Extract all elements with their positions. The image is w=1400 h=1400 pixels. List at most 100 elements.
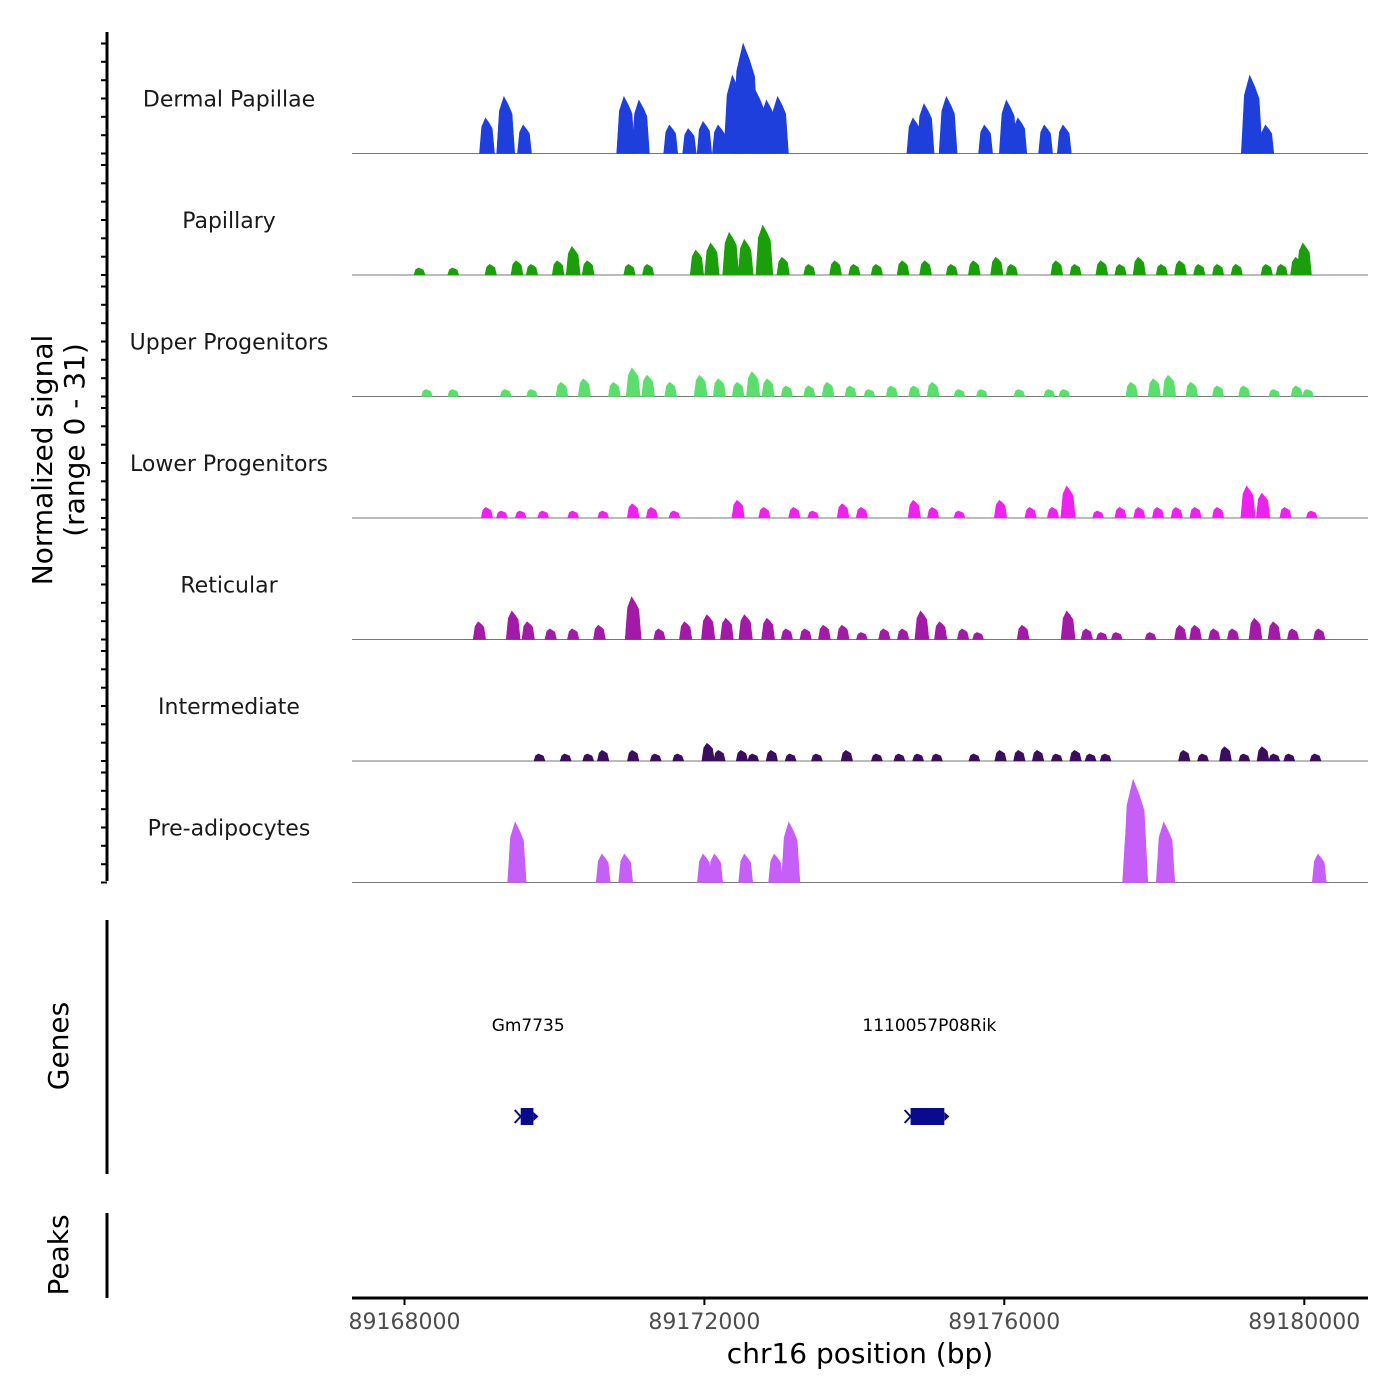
track-label: Dermal Papillae	[143, 88, 315, 113]
signal-peak	[480, 507, 494, 519]
signal-peak	[770, 95, 789, 154]
signal-peak	[1155, 264, 1168, 276]
signal-peak	[1060, 485, 1076, 519]
signal-peak	[1238, 753, 1251, 762]
track-dermal-papillae: Dermal Papillae	[143, 42, 1368, 154]
signal-peak	[682, 128, 697, 154]
signal-peak	[784, 753, 797, 762]
signal-peak	[953, 510, 966, 519]
x-tick-label: 89168000	[349, 1310, 461, 1335]
signal-peak	[1230, 264, 1243, 276]
signal-peak	[956, 628, 970, 640]
signal-peak	[840, 750, 853, 762]
signal-peak	[517, 124, 532, 154]
signal-peak	[1189, 624, 1202, 640]
signal-peak	[1302, 389, 1314, 397]
signal-peak	[829, 260, 842, 276]
signal-peak	[679, 621, 693, 640]
signal-peak	[912, 753, 925, 762]
signal-peak	[1275, 264, 1288, 276]
signal-peak	[505, 610, 521, 640]
signal-peak	[1046, 507, 1060, 519]
signal-peak	[761, 378, 775, 397]
signal-peak	[870, 264, 883, 276]
genes-axis-title: Genes	[42, 1002, 75, 1090]
y-axis-titles: Normalized signal (range 0 - 31) Genes P…	[26, 335, 91, 1296]
signal-peak	[978, 124, 993, 154]
signal-peak	[1084, 753, 1097, 762]
x-axis: chr16 position (bp) 89168000 89172000 8917…	[349, 1296, 1368, 1370]
signal-peak	[1240, 74, 1263, 154]
signal-peak	[1095, 632, 1108, 640]
signal-peak	[1208, 628, 1221, 640]
signal-peak	[704, 242, 720, 276]
signal-peak	[626, 503, 640, 519]
signal-peak	[472, 621, 487, 640]
signal-peak	[735, 750, 749, 762]
signal-peak	[653, 628, 666, 640]
signal-peak	[968, 753, 981, 762]
signal-peak	[1260, 264, 1273, 276]
signal-peak	[1147, 378, 1161, 397]
signal-peak	[1193, 264, 1206, 276]
signal-peak	[967, 260, 981, 276]
signal-peak	[972, 632, 985, 640]
track-label: Intermediate	[158, 695, 300, 720]
signal-peak	[945, 264, 958, 276]
signal-peak	[525, 264, 539, 276]
track-papillary: Papillary	[182, 209, 1368, 276]
signal-peak	[896, 260, 910, 276]
signal-peak	[1309, 753, 1322, 762]
signal-peak	[1219, 746, 1232, 762]
signal-peak	[1174, 624, 1187, 640]
signal-peak	[499, 389, 512, 397]
x-tick-label: 89176000	[948, 1310, 1060, 1335]
signal-peak	[479, 117, 495, 154]
signal-peak	[908, 385, 921, 397]
signal-peak	[1226, 628, 1240, 640]
signal-peak	[975, 389, 988, 397]
signal-peak	[1144, 632, 1157, 640]
signal-peak	[1060, 610, 1076, 640]
signal-peak	[1267, 621, 1281, 640]
signal-peak	[758, 507, 771, 519]
signal-peak	[565, 246, 581, 276]
signal-peak	[1255, 492, 1271, 519]
track-upper-progenitors: Upper Progenitors	[130, 331, 1368, 397]
signal-peak	[1170, 507, 1183, 519]
track-label: Reticular	[180, 574, 278, 599]
x-axis-title: chr16 position (bp)	[727, 1337, 993, 1370]
signal-peak	[595, 853, 611, 883]
gene-strand-arrow	[533, 1112, 539, 1121]
signal-peak	[413, 267, 426, 276]
signal-peak	[526, 389, 538, 397]
signal-peak	[1211, 507, 1225, 519]
signal-peak	[765, 750, 778, 762]
signal-peak	[484, 264, 497, 276]
signal-peak	[713, 750, 726, 762]
signal-peak	[1313, 628, 1326, 640]
signal-peak	[934, 621, 948, 640]
signal-peak	[1043, 389, 1056, 397]
signal-peak	[1268, 753, 1281, 762]
track-label: Upper Progenitors	[130, 331, 329, 356]
signal-peak	[696, 121, 713, 154]
signal-peak	[421, 389, 433, 397]
signal-peak	[1178, 750, 1191, 762]
signal-peak	[701, 742, 715, 762]
signal-peak	[1013, 389, 1026, 397]
signal-peak	[1211, 385, 1225, 397]
signal-peak	[836, 503, 850, 519]
signal-y-axis	[101, 32, 109, 884]
signal-peak	[631, 99, 650, 154]
signal-peak	[993, 499, 1008, 519]
signal-peak	[625, 367, 641, 397]
signal-peak	[818, 624, 831, 640]
signal-peak	[1174, 260, 1187, 276]
signal-peak	[663, 124, 679, 154]
signal-peak	[893, 753, 906, 762]
track-reticular: Reticular	[180, 574, 1368, 640]
track-label: Pre-adipocytes	[148, 817, 311, 842]
signal-peak	[953, 389, 966, 397]
